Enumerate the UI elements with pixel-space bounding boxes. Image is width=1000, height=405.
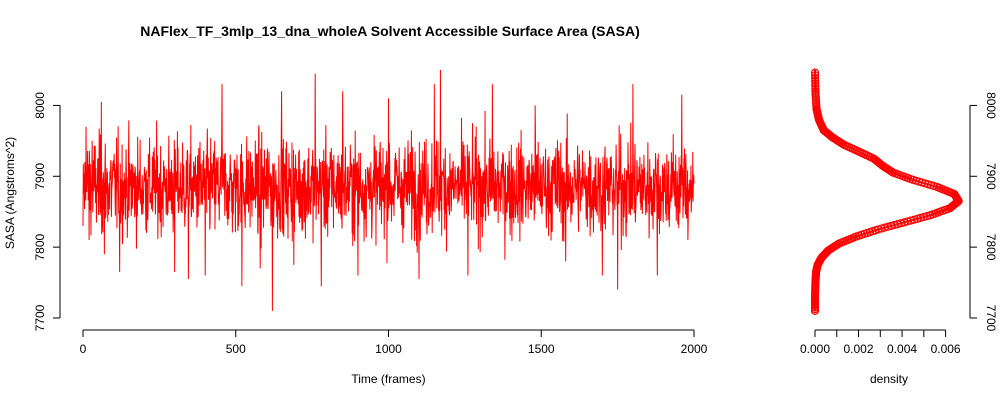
x-tick-label: 1500 xyxy=(528,342,555,356)
density-panel: 0.000 0.002 0.004 0.006 density 7700 7800 7900 8… xyxy=(800,68,998,386)
density-point xyxy=(811,73,820,83)
y-tick-label: 7700 xyxy=(33,304,47,331)
x-tick-label: 1000 xyxy=(375,342,402,356)
density-point xyxy=(922,212,932,221)
density-x-axis-title: density xyxy=(870,372,908,386)
x-tick-label: 2000 xyxy=(681,342,708,356)
density-point xyxy=(811,87,820,96)
density-point xyxy=(811,84,820,93)
density-y-tick-label: 7800 xyxy=(984,234,998,261)
density-x-tick-label: 0.000 xyxy=(800,342,830,356)
density-x-tick-label: 0.006 xyxy=(931,342,961,356)
density-y-tick-label: 7900 xyxy=(984,163,998,190)
chart-title: NAFlex_TF_3mlp_13_dna_wholeA Solvent Acc… xyxy=(140,23,640,39)
y-tick-label: 7800 xyxy=(33,233,47,260)
density-point xyxy=(811,81,820,91)
sasa-series-line xyxy=(82,69,695,311)
y-axis-title: SASA (Angstroms^2) xyxy=(3,137,17,249)
density-point xyxy=(811,71,820,80)
x-tick-label: 500 xyxy=(226,342,246,356)
x-axis-title: Time (frames) xyxy=(351,372,425,386)
y-tick-label: 8000 xyxy=(33,92,47,119)
density-y-tick-label: 7700 xyxy=(984,305,998,332)
y-tick-label: 7900 xyxy=(33,163,47,190)
density-y-tick-label: 8000 xyxy=(984,92,998,119)
x-tick-label: 0 xyxy=(80,342,87,356)
density-point xyxy=(811,79,820,88)
density-point xyxy=(871,156,881,165)
density-x-tick-label: 0.002 xyxy=(844,342,874,356)
density-point xyxy=(810,68,820,77)
density-point xyxy=(811,76,820,85)
timeseries-panel: 0 500 1000 1500 2000 Time (frames) 7700 7800 790… xyxy=(3,69,708,386)
density-x-tick-label: 0.004 xyxy=(887,342,917,356)
